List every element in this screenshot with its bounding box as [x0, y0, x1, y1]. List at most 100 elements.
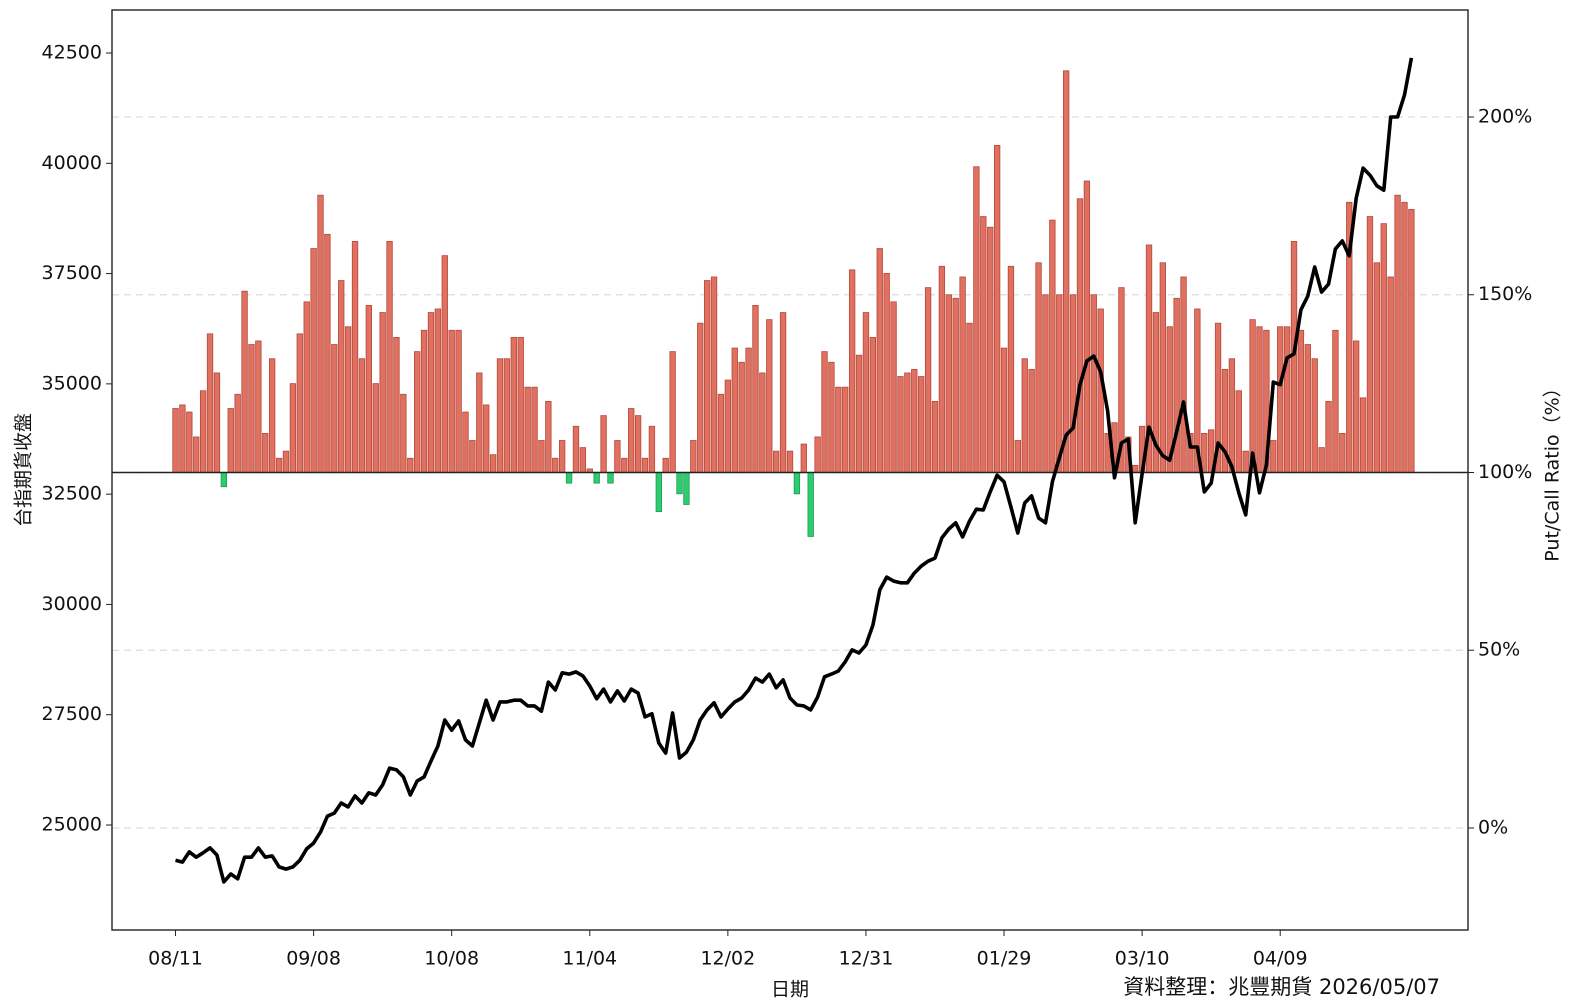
- bar: [766, 319, 773, 473]
- bar: [331, 344, 338, 473]
- bar: [483, 404, 490, 473]
- bar: [407, 457, 414, 473]
- bar: [1035, 262, 1042, 473]
- bar: [193, 436, 200, 473]
- bar: [869, 337, 877, 473]
- bar: [987, 226, 994, 473]
- bar: [538, 440, 545, 473]
- bar: [262, 432, 269, 473]
- bar: [462, 411, 469, 473]
- bar: [848, 269, 856, 473]
- bar: [710, 276, 718, 473]
- x-tick-label: 12/02: [700, 948, 755, 970]
- bar: [938, 265, 946, 473]
- bar: [255, 340, 262, 473]
- bar: [1042, 294, 1049, 473]
- bar: [793, 472, 801, 495]
- bar: [186, 411, 193, 473]
- bar: [1387, 276, 1394, 473]
- bar: [773, 450, 780, 473]
- bar: [393, 337, 400, 473]
- bar: [904, 372, 911, 473]
- bar: [220, 472, 228, 488]
- bar: [600, 415, 607, 473]
- bar: [296, 333, 303, 473]
- bar: [862, 312, 870, 473]
- bar: [945, 294, 952, 473]
- bar: [372, 383, 379, 473]
- bar: [1325, 400, 1332, 473]
- bar: [1000, 347, 1008, 473]
- bar: [1311, 358, 1318, 473]
- bar: [427, 312, 435, 473]
- bar: [524, 386, 531, 473]
- bar: [1069, 294, 1077, 473]
- bar: [628, 408, 635, 473]
- bar: [876, 248, 883, 473]
- bar: [496, 358, 504, 473]
- bar: [980, 216, 987, 473]
- y2-tick-label: 200%: [1478, 106, 1532, 128]
- bar: [717, 393, 725, 473]
- bar: [1076, 198, 1084, 473]
- bar: [738, 361, 745, 473]
- bar: [579, 447, 587, 473]
- bar: [1297, 329, 1305, 473]
- bar: [489, 454, 497, 473]
- bar: [310, 248, 317, 473]
- x-tick-label: 01/29: [977, 948, 1032, 970]
- bar: [227, 408, 234, 473]
- bar: [724, 379, 732, 473]
- bar: [365, 305, 373, 473]
- bar: [545, 400, 552, 473]
- bar: [897, 376, 904, 473]
- y-tick-label: 25000: [42, 814, 102, 836]
- y-tick-label: 37500: [42, 262, 102, 284]
- bar: [966, 322, 973, 473]
- x-tick-label: 04/09: [1253, 948, 1308, 970]
- bar: [683, 472, 690, 505]
- bar: [1401, 201, 1408, 473]
- bar: [634, 415, 642, 473]
- bar: [641, 457, 649, 473]
- bar: [455, 329, 462, 473]
- bar: [800, 443, 807, 473]
- bar: [779, 312, 787, 473]
- bar: [1318, 447, 1325, 473]
- bar: [1359, 397, 1367, 473]
- bar: [1339, 432, 1346, 473]
- bar: [745, 347, 752, 473]
- bar: [1366, 216, 1374, 473]
- bar: [269, 358, 276, 473]
- bar: [1256, 326, 1263, 473]
- bar: [1159, 262, 1166, 473]
- bar: [1249, 319, 1256, 473]
- bar: [241, 290, 248, 473]
- bar: [1063, 70, 1070, 473]
- bar: [924, 287, 932, 473]
- bar: [338, 280, 345, 473]
- bar: [517, 337, 524, 473]
- bar: [731, 347, 738, 473]
- bar: [1235, 390, 1242, 473]
- bar: [614, 440, 621, 473]
- bar: [890, 301, 897, 473]
- bar: [179, 404, 186, 473]
- bar: [1014, 440, 1022, 473]
- bar: [172, 408, 179, 473]
- x-tick-label: 10/08: [424, 948, 479, 970]
- bar: [931, 400, 939, 473]
- bar: [1373, 262, 1381, 473]
- x-tick-label: 12/31: [839, 948, 894, 970]
- y-axis-label: 台指期貨收盤: [13, 413, 35, 527]
- bar: [1007, 265, 1015, 473]
- index-line: [175, 57, 1414, 884]
- bar: [1283, 326, 1291, 473]
- bar: [441, 255, 448, 473]
- bar: [669, 351, 676, 473]
- bar: [303, 301, 310, 473]
- bar: [703, 280, 711, 473]
- bar: [1304, 344, 1311, 473]
